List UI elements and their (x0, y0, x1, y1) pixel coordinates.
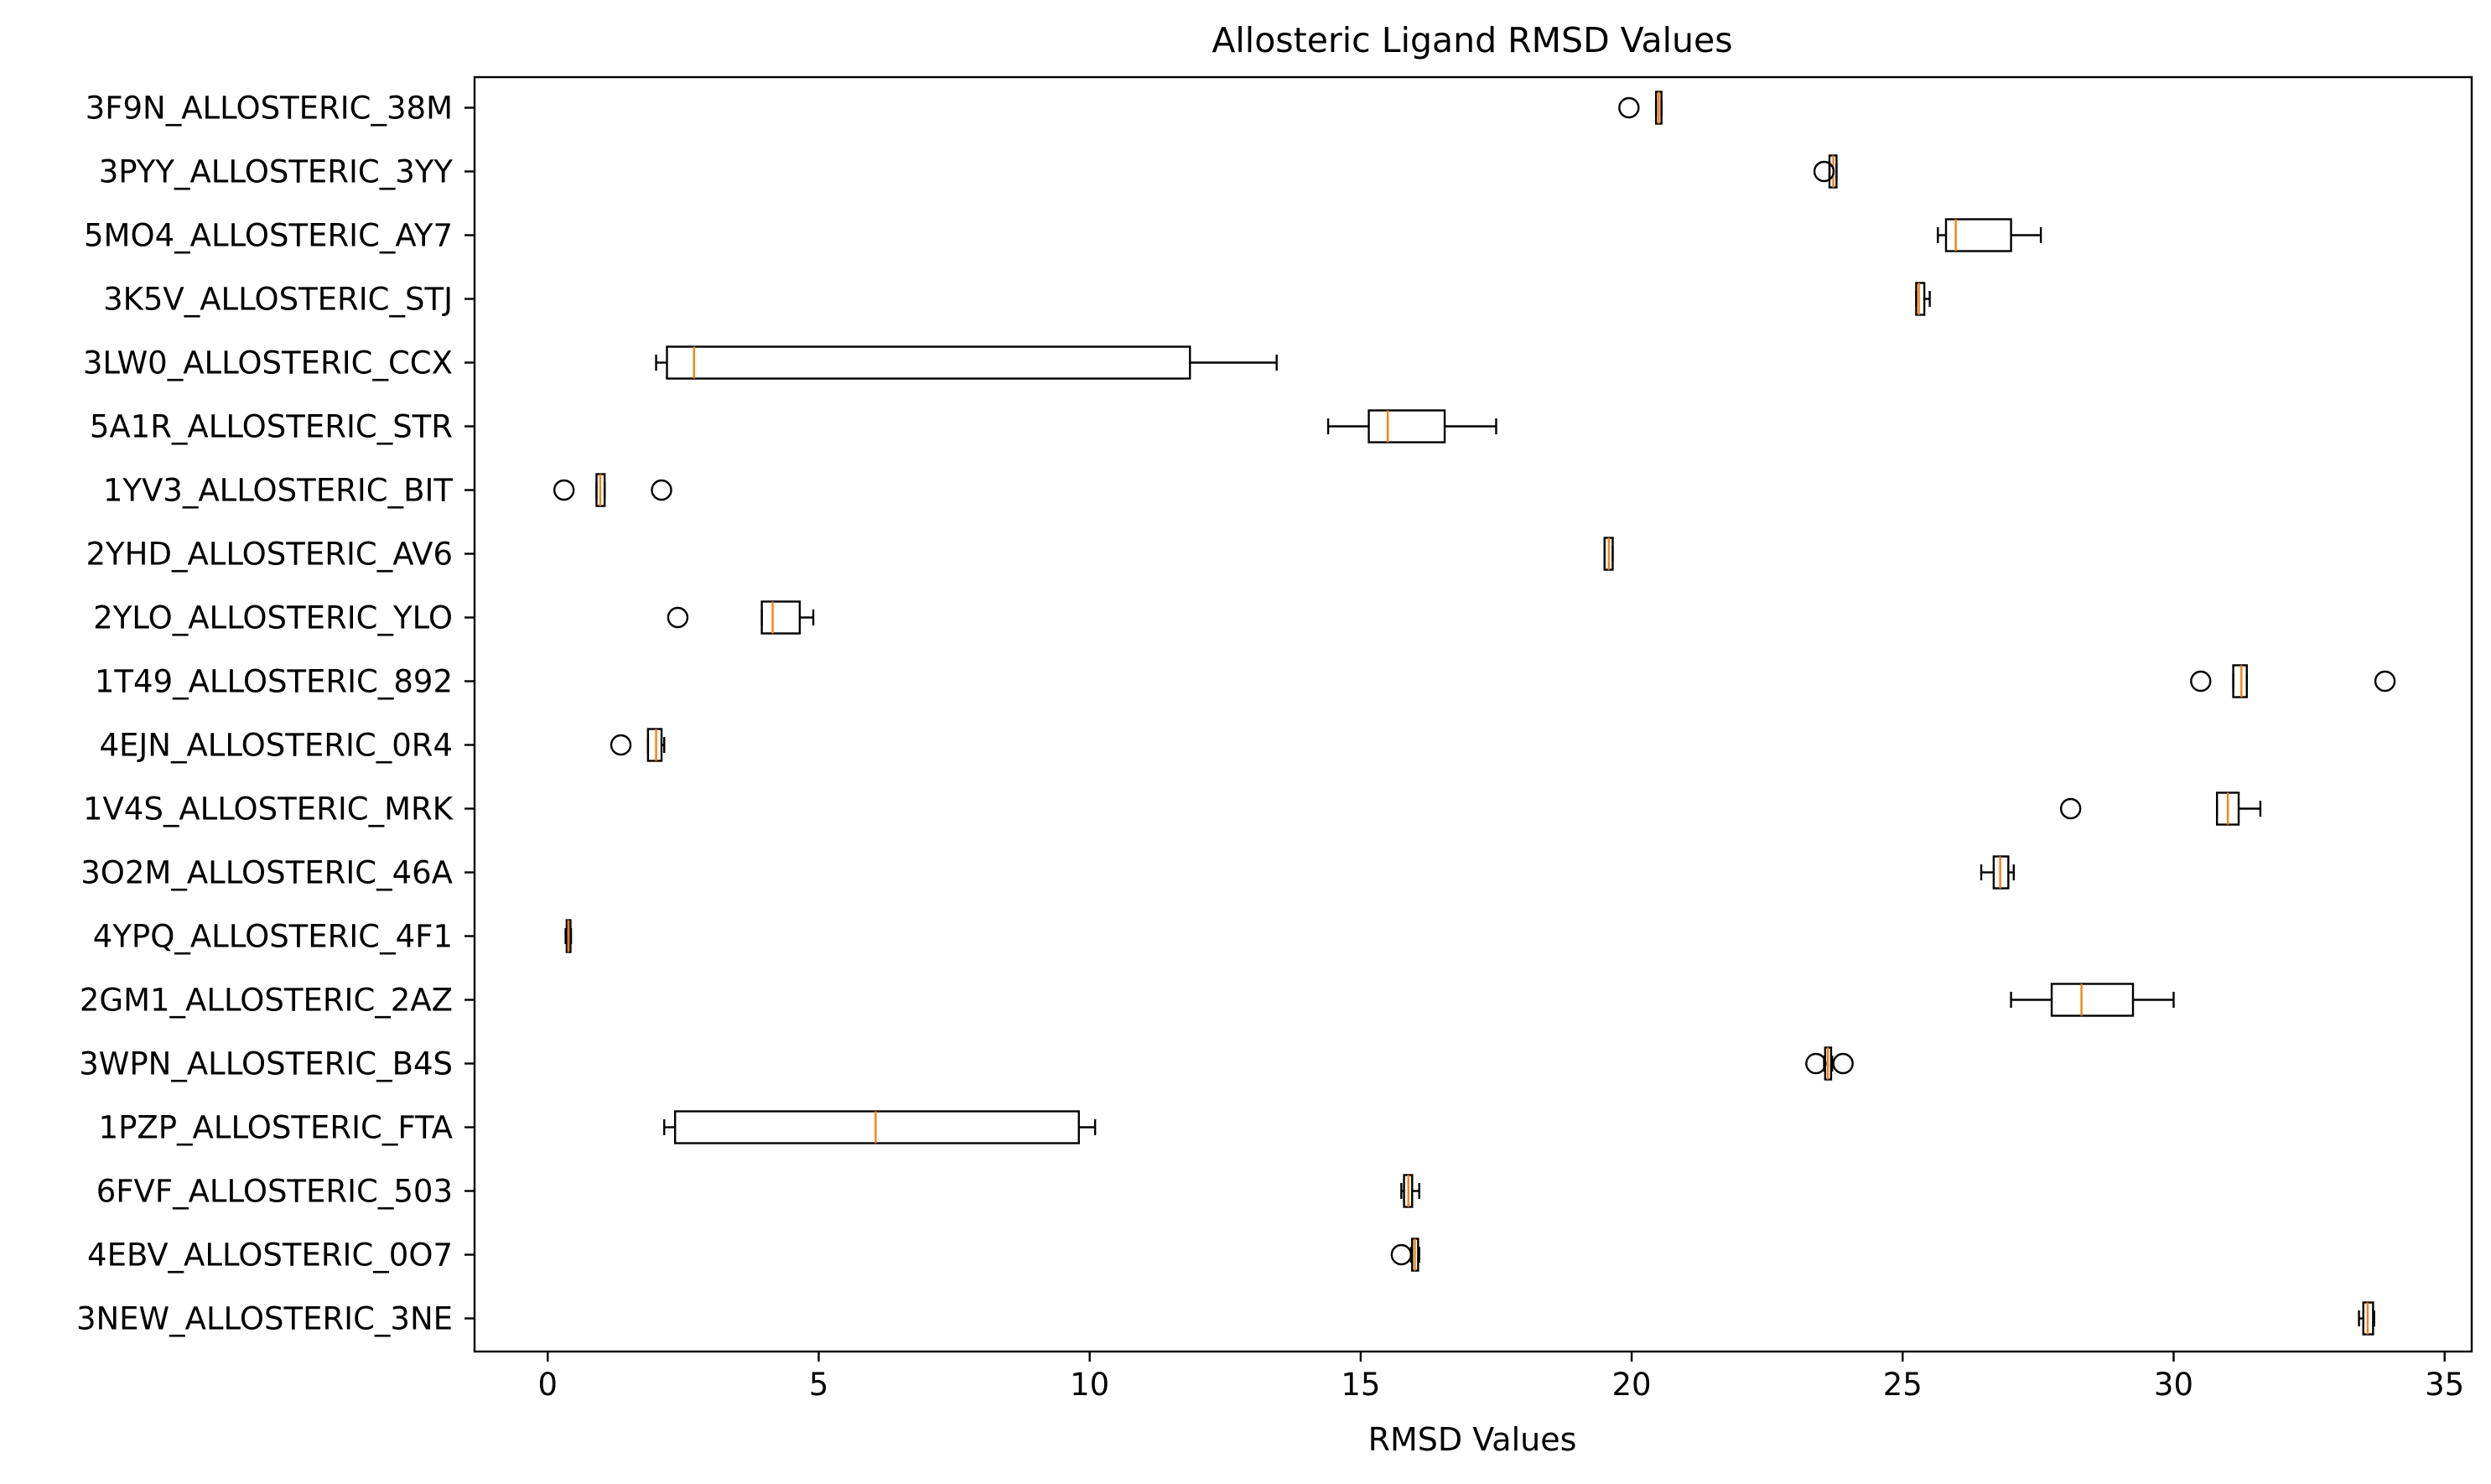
x-tick-label: 10 (1070, 1367, 1109, 1403)
box-iqr (760, 600, 802, 635)
y-tick-label: 3K5V_ALLOSTERIC_STJ (103, 282, 453, 318)
y-tick-label: 3PYY_ALLOSTERIC_3YY (99, 154, 454, 190)
y-tick-label: 6FVF_ALLOSTERIC_503 (96, 1174, 453, 1210)
y-tick-label: 3F9N_ALLOSTERIC_38M (86, 91, 453, 127)
outlier-point (667, 606, 689, 629)
box-iqr (2050, 983, 2135, 1017)
x-tick-label: 20 (1612, 1367, 1652, 1403)
y-tick-label: 3WPN_ALLOSTERIC_B4S (79, 1046, 453, 1082)
y-tick-label: 4EBV_ALLOSTERIC_0O7 (87, 1238, 453, 1274)
box-iqr (1915, 282, 1926, 316)
box-iqr (666, 345, 1191, 380)
box-iqr (646, 728, 663, 762)
outlier-point (553, 479, 575, 501)
box-iqr (673, 1110, 1080, 1144)
y-tick-label: 1YV3_ALLOSTERIC_BIT (103, 473, 454, 509)
y-tick-label: 4YPQ_ALLOSTERIC_4F1 (93, 919, 453, 955)
y-tick-label: 3O2M_ALLOSTERIC_46A (80, 855, 453, 891)
box-iqr (1944, 218, 2012, 252)
x-tick-label: 30 (2154, 1367, 2193, 1403)
y-tick-label: 3NEW_ALLOSTERIC_3NE (76, 1301, 453, 1337)
y-tick-label: 4EJN_ALLOSTERIC_0R4 (99, 728, 453, 764)
outlier-point (651, 479, 672, 501)
outlier-point (2190, 670, 2212, 693)
x-tick-label: 35 (2425, 1367, 2464, 1403)
y-tick-label: 2YHD_ALLOSTERIC_AV6 (86, 537, 453, 573)
y-tick-label: 1T49_ALLOSTERIC_892 (95, 664, 453, 700)
outlier-point (2374, 670, 2396, 693)
outlier-point (1390, 1243, 1413, 1266)
outlier-point (1805, 1052, 1827, 1075)
outlier-point (1813, 160, 1835, 183)
y-tick-label: 5MO4_ALLOSTERIC_AY7 (84, 218, 453, 254)
chart-title: Allosteric Ligand RMSD Values (1212, 20, 1732, 60)
x-axis-label: RMSD Values (1368, 1421, 1577, 1458)
outlier-point (1618, 96, 1640, 119)
plot-layer: 0 5 10 15 20 25 30 35 3NEW_ALLOSTERIC_3NE 4EBV_AL… (76, 91, 2464, 1404)
y-tick-label: 2GM1_ALLOSTERIC_2AZ (80, 983, 453, 1019)
x-tick-label: 25 (1883, 1367, 1923, 1403)
box-iqr (2232, 664, 2248, 698)
y-tick-label: 1PZP_ALLOSTERIC_FTA (99, 1110, 453, 1146)
outlier-point (610, 734, 632, 756)
outlier-point (2059, 797, 2082, 820)
y-tick-label: 1V4S_ALLOSTERIC_MRK (83, 791, 454, 828)
y-tick-label: 3LW0_ALLOSTERIC_CCX (83, 345, 453, 381)
plot-frame (473, 75, 2473, 1353)
outlier-point (1832, 1052, 1854, 1075)
y-tick-label: 2YLO_ALLOSTERIC_YLO (93, 600, 453, 636)
y-tick-label: 5A1R_ALLOSTERIC_STR (90, 409, 453, 445)
x-tick-label: 15 (1341, 1367, 1380, 1403)
x-tick-label: 5 (809, 1367, 829, 1403)
box-iqr (1367, 409, 1446, 444)
x-tick-label: 0 (537, 1367, 558, 1403)
